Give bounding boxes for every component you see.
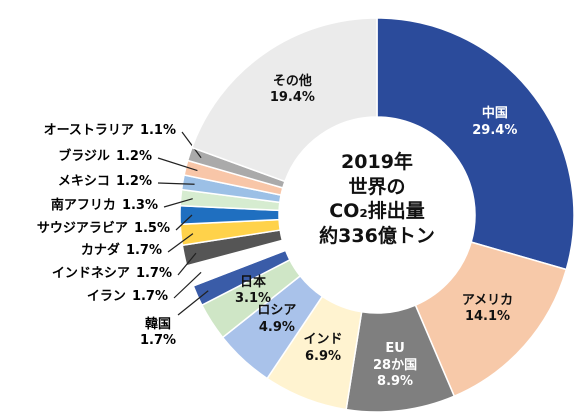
value-label: 1.7%	[125, 243, 162, 258]
leader-line	[177, 290, 209, 316]
chart-title: 2019年 世界の CO₂排出量 約336億トン	[319, 151, 435, 248]
category-label: インド	[303, 332, 343, 348]
category-label: ロシア	[257, 303, 297, 319]
leader-line	[157, 157, 198, 172]
leader-line	[175, 214, 193, 231]
value-label: 1.7%	[139, 333, 177, 349]
category-label: サウジアラビア	[36, 221, 128, 236]
slice-label: 南アフリカ 1.3%	[51, 198, 158, 214]
value-label: 19.4%	[269, 90, 315, 106]
value-label: 1.2%	[115, 174, 152, 189]
category-label: メキシコ	[57, 174, 110, 189]
slice	[190, 17, 378, 183]
slice-label: カナダ 1.7%	[81, 243, 162, 259]
slice-label: その他 19.4%	[242, 74, 342, 107]
slice-label: 韓国 1.7%	[118, 317, 198, 350]
slice-label: サウジアラビア 1.5%	[37, 221, 170, 237]
slice-label: EU 28か国 8.9%	[345, 341, 445, 390]
leader-line	[177, 252, 197, 276]
category-label: オーストラリア	[43, 123, 134, 138]
value-label: 1.7%	[131, 289, 168, 304]
value-label: 8.9%	[377, 373, 414, 389]
category-label: インドネシア	[51, 266, 130, 281]
slice-label: オーストラリア 1.1%	[44, 123, 176, 139]
slice-label: 日本 3.1%	[203, 275, 303, 308]
value-label: 1.7%	[135, 266, 172, 281]
value-label: 1.5%	[133, 221, 170, 236]
slice	[376, 17, 575, 271]
value-label: 4.9%	[258, 319, 295, 335]
value-label: 1.2%	[115, 149, 152, 164]
value-label: 1.1%	[139, 123, 176, 138]
leader-line	[173, 271, 202, 299]
leader-line	[157, 182, 195, 185]
leader-line	[181, 131, 202, 159]
slice-label: アメリカ 14.1%	[438, 293, 538, 326]
slice-label: メキシコ 1.2%	[58, 174, 152, 190]
category-label: カナダ	[80, 243, 120, 258]
leader-line	[163, 198, 193, 208]
category-label: その他	[272, 74, 312, 90]
slice-label: インドネシア 1.7%	[52, 266, 172, 282]
category-label: アメリカ	[461, 292, 514, 308]
slice-label: ロシア 4.9%	[227, 303, 327, 336]
category-label: 中国	[481, 106, 508, 122]
category-label: 日本	[240, 274, 267, 290]
leader-line	[167, 233, 194, 253]
value-label: 1.3%	[121, 198, 158, 213]
value-label: 3.1%	[235, 291, 272, 307]
category-label: 南アフリカ	[50, 198, 116, 213]
value-label: 6.9%	[304, 348, 342, 364]
slice-label: インド 6.9%	[273, 332, 373, 365]
slice-label: イラン 1.7%	[87, 289, 168, 305]
value-label: 14.1%	[464, 308, 511, 324]
slice-label: ブラジル 1.2%	[58, 149, 152, 165]
slice-label: 中国 29.4%	[445, 106, 545, 139]
category-label: EU 28か国	[373, 341, 418, 373]
category-label: 韓国	[144, 317, 171, 332]
value-label: 29.4%	[472, 122, 518, 138]
category-label: イラン	[86, 289, 126, 304]
category-label: ブラジル	[58, 149, 110, 164]
